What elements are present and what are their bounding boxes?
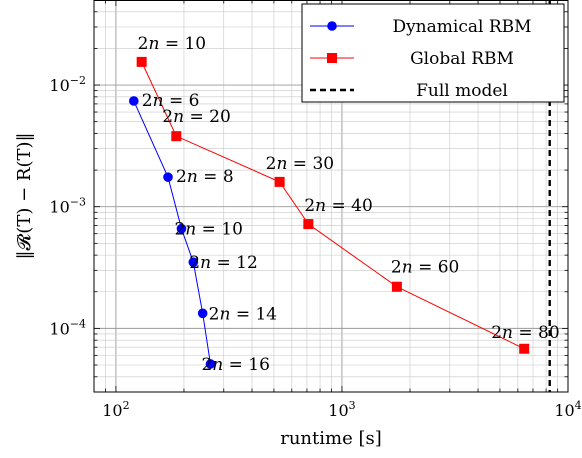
dynamical-rbm-point bbox=[176, 223, 187, 234]
point-label: 2n = 10 bbox=[174, 220, 242, 240]
legend-label: Full model bbox=[416, 81, 508, 101]
global-rbm-point bbox=[136, 56, 147, 67]
dynamical-rbm-point bbox=[197, 308, 208, 319]
point-label: 2n = 40 bbox=[304, 196, 372, 216]
y-tick-label: 10−2 bbox=[49, 74, 86, 95]
x-axis-label: runtime [s] bbox=[280, 428, 382, 449]
global-rbm-point bbox=[519, 343, 530, 354]
point-label: 2n = 80 bbox=[491, 323, 559, 343]
point-label: 2n = 6 bbox=[142, 91, 200, 111]
legend-label: Dynamical RBM bbox=[392, 17, 531, 37]
global-rbm-point bbox=[303, 219, 314, 230]
x-tick-label: 103 bbox=[328, 399, 355, 420]
point-label: 2n = 60 bbox=[391, 258, 459, 278]
point-label: 2n = 30 bbox=[266, 154, 334, 174]
point-label: 2n = 10 bbox=[138, 34, 206, 54]
legend: Dynamical RBM Global RBM Full model bbox=[301, 3, 565, 103]
point-label: 2n = 14 bbox=[209, 304, 277, 324]
dynamical-rbm-point bbox=[163, 172, 173, 182]
point-label: 2n = 20 bbox=[162, 107, 230, 127]
y-tick-label: 10−4 bbox=[49, 317, 86, 338]
global-rbm-point bbox=[274, 176, 285, 187]
global-rbm-point bbox=[171, 131, 182, 142]
global-rbm-line bbox=[141, 61, 525, 350]
dynamical-rbm-point bbox=[205, 359, 216, 369]
data-labels: 2n = 6 2n = 8 2n = 10 2n = 12 2n = 14 2n = 16… bbox=[138, 34, 560, 375]
y-tick-label: 10−3 bbox=[49, 196, 86, 217]
legend-marker-square bbox=[327, 53, 337, 63]
dynamical-rbm-line bbox=[133, 100, 211, 365]
y-axis-label: ‖𝓡(T) − R(T)‖ bbox=[14, 133, 35, 260]
plot-frame bbox=[93, 0, 569, 393]
dynamical-rbm-point bbox=[129, 96, 139, 106]
point-label: 2n = 12 bbox=[189, 253, 257, 273]
legend-box bbox=[301, 3, 565, 103]
x-tick-label: 102 bbox=[102, 399, 129, 420]
global-rbm-point bbox=[391, 281, 402, 292]
point-label: 2n = 8 bbox=[176, 167, 234, 187]
point-label: 2n = 16 bbox=[201, 355, 269, 375]
legend-label: Global RBM bbox=[410, 49, 514, 69]
axis-ticks: 102 103 104 10−2 10−3 10−4 bbox=[49, 0, 582, 420]
legend-marker-circle bbox=[327, 21, 337, 31]
dynamical-rbm-point bbox=[188, 257, 199, 267]
x-tick-label: 104 bbox=[554, 399, 581, 420]
